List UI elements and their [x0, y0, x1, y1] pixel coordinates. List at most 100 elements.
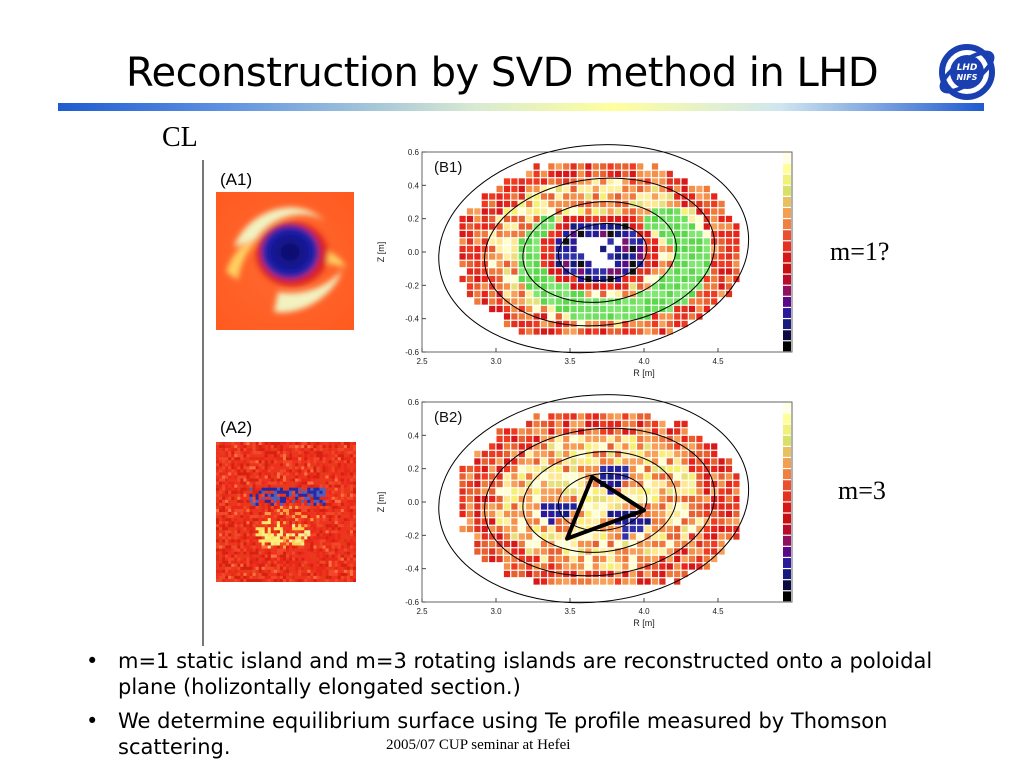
noise-pixel — [301, 463, 305, 467]
noise-pixel — [334, 448, 339, 452]
noise-pixel — [267, 545, 272, 549]
heatmap-cell — [518, 283, 525, 290]
noise-pixel — [243, 472, 247, 476]
noise-pixel — [328, 457, 332, 461]
noise-pixel — [298, 578, 302, 582]
heatmap-cell — [637, 473, 644, 480]
noise-pixel — [322, 521, 326, 525]
noise-pixel — [234, 575, 238, 580]
noise-pixel — [322, 472, 326, 476]
heatmap-cell — [585, 223, 592, 230]
noise-pixel — [249, 551, 253, 555]
heatmap-cell — [555, 320, 562, 328]
noise-pixel — [304, 572, 308, 577]
noise-pixel — [346, 569, 351, 574]
heatmap-cell — [555, 290, 562, 298]
noise-pixel — [340, 557, 345, 561]
heatmap-cell — [607, 555, 614, 563]
heatmap-cell — [622, 420, 629, 428]
heatmap-cell — [540, 215, 548, 223]
heatmap-cell — [725, 245, 733, 253]
noise-pixel — [258, 505, 262, 510]
noise-pixel — [279, 460, 284, 464]
heatmap-cell — [659, 185, 666, 193]
heatmap-cell — [614, 260, 622, 268]
noise-pixel — [234, 493, 238, 498]
heatmap-cell — [548, 245, 555, 253]
heatmap-cell — [518, 215, 525, 223]
noise-pixel — [231, 560, 235, 565]
noise-pixel — [225, 445, 229, 449]
noise-pixel — [222, 572, 226, 577]
noise-pixel — [310, 499, 314, 504]
noise-pixel — [322, 539, 326, 543]
heatmap-cell — [681, 428, 688, 435]
heatmap-cell — [614, 178, 622, 185]
noise-pixel — [313, 487, 317, 491]
noise-pixel — [334, 508, 339, 513]
noise-pixel — [328, 472, 332, 476]
heatmap-cell — [555, 200, 562, 208]
heatmap-cell — [733, 503, 740, 510]
noise-pixel — [216, 539, 220, 543]
heatmap-cell — [548, 298, 555, 305]
noise-pixel — [307, 493, 311, 498]
noise-pixel — [307, 451, 311, 455]
noise-pixel — [258, 545, 262, 549]
noise-pixel — [295, 554, 299, 558]
noise-pixel — [289, 502, 293, 507]
noise-pixel — [276, 493, 281, 498]
heatmap-cell — [659, 570, 666, 578]
heatmap-cell — [607, 563, 614, 570]
heatmap-cell — [674, 480, 681, 488]
noise-pixel — [319, 530, 323, 534]
heatmap-cell — [511, 563, 518, 570]
noise-pixel — [304, 508, 308, 513]
heatmap-cell — [503, 503, 511, 510]
noise-pixel — [286, 505, 290, 510]
heatmap-cell — [466, 495, 474, 503]
heatmap-cell — [674, 283, 681, 290]
noise-pixel — [234, 545, 238, 549]
heatmap-cell — [489, 283, 496, 290]
colorbar-swatch — [783, 480, 791, 491]
noise-pixel — [301, 466, 305, 470]
y-tick-label: 0.2 — [408, 215, 420, 224]
image-a2 — [216, 442, 356, 582]
noise-pixel — [313, 524, 317, 528]
noise-pixel — [331, 457, 335, 461]
noise-pixel — [349, 518, 354, 522]
heatmap-cell — [607, 268, 614, 275]
heatmap-cell — [644, 260, 651, 268]
noise-pixel — [298, 554, 302, 558]
noise-pixel — [328, 505, 332, 510]
noise-pixel — [328, 566, 332, 571]
heatmap-cell — [489, 503, 496, 510]
noise-pixel — [255, 512, 259, 516]
heatmap-cell — [696, 290, 703, 298]
heatmap-cell — [681, 518, 688, 525]
noise-pixel — [337, 542, 342, 546]
noise-pixel — [313, 521, 317, 525]
heatmap-cell — [585, 298, 592, 305]
noise-pixel — [304, 472, 308, 476]
noise-pixel — [316, 472, 320, 476]
heatmap-cell — [703, 260, 710, 268]
noise-pixel — [255, 451, 259, 455]
heatmap-cell — [459, 238, 466, 245]
noise-pixel — [286, 484, 290, 488]
noise-pixel — [337, 478, 342, 482]
heatmap-cell — [651, 208, 659, 215]
heatmap-cell — [703, 563, 710, 570]
heatmap-cell — [718, 238, 725, 245]
noise-pixel — [258, 530, 262, 534]
noise-pixel — [237, 530, 241, 534]
noise-pixel — [228, 496, 232, 501]
heatmap-cell — [718, 488, 725, 495]
noise-pixel — [301, 524, 305, 528]
noise-pixel — [286, 548, 290, 552]
heatmap-cell — [466, 208, 474, 215]
heatmap-cell — [629, 328, 636, 335]
noise-pixel — [234, 539, 238, 543]
heatmap-cell — [474, 298, 481, 305]
